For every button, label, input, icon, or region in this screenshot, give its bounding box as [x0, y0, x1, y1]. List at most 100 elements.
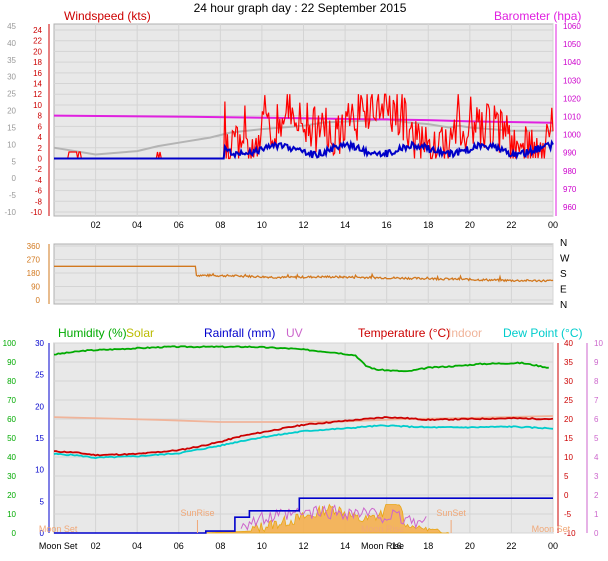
y-tick-label: 25: [564, 396, 573, 405]
x-tick-label: 16: [392, 541, 402, 551]
x-tick-label: 08: [215, 541, 225, 551]
y-tick-label: 1030: [563, 76, 581, 85]
y-tick-label: 20: [35, 402, 44, 411]
y-tick-label: 10: [564, 453, 573, 462]
legend-rainfall: Rainfall (mm): [204, 326, 275, 340]
x-tick-label: 04: [132, 541, 142, 551]
y-tick-label: 15: [35, 434, 44, 443]
y-tick-label: 360: [27, 242, 41, 251]
x-tick-label: 22: [506, 541, 516, 551]
y-tick-label: -5: [9, 191, 17, 200]
y-tick-label: 5: [564, 472, 569, 481]
y-tick-label: 2: [594, 491, 599, 500]
x-tick-label: 16: [382, 220, 392, 230]
y-tick-label: 12: [33, 90, 42, 99]
annotation-label: Moon Set: [39, 524, 78, 534]
y-tick-label: 70: [7, 396, 16, 405]
compass-label: N: [560, 238, 567, 249]
climate-panel: Humidity (%) Solar Rainfall (mm) UV Temp…: [3, 326, 604, 551]
y-tick-label: 20: [33, 47, 42, 56]
y-tick-label: 90: [31, 283, 40, 292]
y-tick-label: 0: [38, 154, 43, 163]
compass-label: S: [560, 269, 567, 280]
series-3: [53, 345, 554, 534]
y-axis-uv: 0 1 2 3 4 5 6 7 8 9 10: [586, 339, 603, 538]
y-tick-label: 45: [7, 22, 16, 31]
y-tick-label: 990: [563, 149, 577, 158]
y-tick-label: 50: [7, 434, 16, 443]
y-tick-label: 5: [12, 157, 17, 166]
y-tick-label: 40: [564, 339, 573, 348]
y-tick-label: 5: [594, 434, 599, 443]
y-tick-label: 40: [7, 453, 16, 462]
y-tick-label: 1000: [563, 131, 581, 140]
y-tick-label: 1010: [563, 112, 581, 121]
annotation-label: SunSet: [436, 508, 466, 518]
y-tick-label: 10: [35, 466, 44, 475]
y-tick-label: 20: [7, 491, 16, 500]
y-tick-label: 2: [38, 144, 43, 153]
series-average-wind: [54, 139, 554, 161]
y-tick-label: 25: [7, 90, 16, 99]
x-tick-label: Moon Rise: [361, 541, 404, 551]
x-tick-label: 00: [548, 220, 558, 230]
y-tick-label: 1060: [563, 22, 581, 31]
legend-windspeed: Windspeed (kts): [64, 9, 151, 23]
y-tick-label: 20: [7, 107, 16, 116]
legend-humidity: Humidity (%): [58, 326, 127, 340]
x-tick-label: 06: [174, 220, 184, 230]
wind-baro-panel: 24 hour graph day : 22 September 2015 Wi…: [4, 1, 581, 230]
x-tick-label: 10: [257, 220, 267, 230]
y-tick-label: 25: [35, 371, 44, 380]
y-tick-label: 40: [7, 39, 16, 48]
y-tick-label: 6: [38, 122, 43, 131]
compass-label: E: [560, 285, 567, 296]
y-tick-label: 18: [33, 58, 42, 67]
annotation-label: Moon Set: [532, 524, 571, 534]
y-tick-label: 1050: [563, 40, 581, 49]
y-axis-right-barometer: 960 970 980 990 1000 1010 1020 1030 1040 1050 1060: [555, 22, 581, 216]
y-tick-label: 80: [7, 377, 16, 386]
y-tick-label: 0: [12, 174, 17, 183]
y-tick-label: 970: [563, 185, 577, 194]
x-tick-label: 18: [423, 541, 433, 551]
y-tick-label: -4: [35, 176, 43, 185]
y-tick-label: 1: [594, 510, 599, 519]
y-tick-label: 0: [40, 529, 45, 538]
chart-title: 24 hour graph day : 22 September 2015: [194, 1, 407, 15]
legend-temperature: Temperature (°C): [358, 326, 450, 340]
y-tick-label: 30: [7, 73, 16, 82]
y-tick-label: -8: [35, 197, 43, 206]
y-tick-label: 30: [7, 472, 16, 481]
x-tick-label: 04: [132, 220, 142, 230]
x-tick-label: 20: [465, 220, 475, 230]
series-humidity: [53, 345, 549, 373]
y-axis-humidity: 0 10 20 30 40 50 60 70 80 90 100: [3, 339, 17, 538]
y-tick-label: 24: [33, 26, 42, 35]
x-axis-1: 02 04 06 08 10 12 14 16 18 20 22 00: [91, 220, 558, 230]
y-tick-label: 0: [36, 296, 41, 305]
y-tick-label: -2: [35, 165, 43, 174]
x-tick-label: 02: [91, 541, 101, 551]
y-tick-label: 10: [594, 339, 603, 348]
x-tick-label: 10: [257, 541, 267, 551]
series-wind-direction: [54, 265, 554, 283]
series-indoor: [53, 415, 554, 423]
y-tick-label: 8: [594, 377, 599, 386]
y-tick-label: 14: [33, 80, 42, 89]
x-tick-label: 18: [423, 220, 433, 230]
x-tick-label: 14: [340, 220, 350, 230]
x-tick-label: 20: [465, 541, 475, 551]
y-tick-label: 10: [33, 101, 42, 110]
legend-barometer: Barometer (hpa): [494, 9, 581, 23]
x-tick-label: 06: [174, 541, 184, 551]
y-tick-label: 10: [7, 510, 16, 519]
x-tick-label: 02: [91, 220, 101, 230]
y-tick-label: 5: [40, 497, 45, 506]
y-tick-label: 35: [564, 358, 573, 367]
annotation-label: Moon Rise: [361, 524, 404, 534]
y-tick-label: -10: [564, 529, 576, 538]
